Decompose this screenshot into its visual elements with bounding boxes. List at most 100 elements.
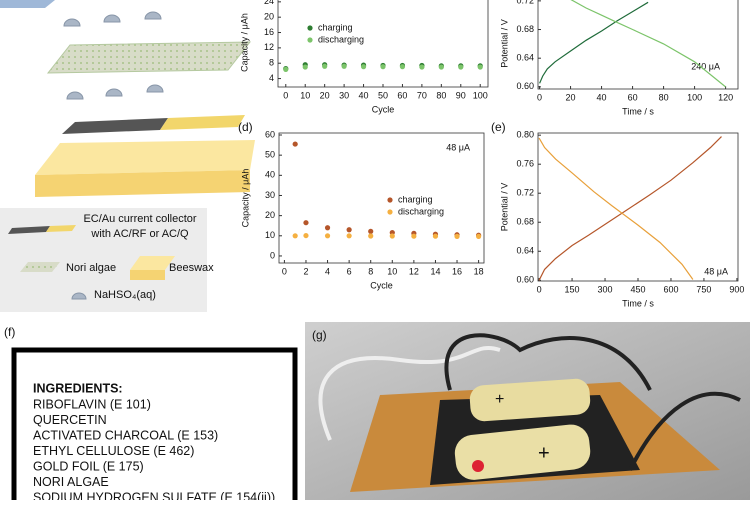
legend-marker [387,197,393,203]
chart: 0 20 40 60 80 100 120 0.60 0.64 0.68 0.72 Time / s P… [499,0,739,116]
x-tick-label: 50 [378,90,388,100]
ingredient: GOLD FOIL (E 175) [33,459,144,473]
x-tick-label: 750 [696,284,711,294]
legend-label: discharging [398,206,444,216]
plot-area [283,62,483,72]
x-tick-label: 100 [687,92,702,102]
x-tick-label: 0 [537,284,542,294]
y-tick-label: 20 [265,210,275,220]
ingredient: NORI ALGAE [33,475,109,489]
panel-label: (e) [491,120,506,134]
legend-text: Beeswax [169,262,214,274]
y-tick-label: 24 [264,0,274,6]
legend-box [0,208,207,312]
point [368,233,374,239]
y-axis-label: Potential / V [499,183,509,232]
point [432,233,439,239]
point [454,233,460,239]
x-tick-label: 16 [452,266,462,276]
point [380,64,386,70]
point [346,233,352,239]
legend-icon [46,225,76,232]
point [476,233,482,239]
x-tick-label: 10 [300,90,310,100]
chart: 0 10 20 30 40 50 60 70 80 90 100 4 8 12 16 20 24 Cycle Cap… [239,0,489,114]
schematic: EC/Au current collector with AC/RF or AC… [0,0,255,312]
legend-text: Nori algae [66,262,116,274]
legend-text: EC/Au current collector [83,213,196,225]
point [399,64,406,70]
plot-area [292,141,482,239]
point [389,233,395,239]
legend-text: with AC/RF or AC/Q [90,228,189,240]
annotation: 48 μA [704,266,728,276]
point [477,64,483,70]
point [322,63,328,69]
y-tick-label: 12 [264,42,274,52]
x-tick-label: 30 [339,90,349,100]
y-tick-label: 8 [269,58,274,68]
x-tick-label: 80 [659,92,669,102]
legend-icon [20,262,60,272]
y-tick-label: 0.80 [516,130,534,140]
legend-icon [8,226,50,234]
y-tick-label: 60 [265,129,275,139]
y-tick-label: 0.60 [516,275,534,285]
y-tick-label: 0.64 [516,246,534,256]
point [368,228,374,234]
line [538,136,722,281]
battery-mark: + [495,391,504,408]
line [570,0,726,88]
y-tick-label: 4 [269,73,274,83]
x-tick-label: 6 [347,266,352,276]
point [324,225,331,231]
legend-icon [130,256,175,270]
point [458,64,464,70]
y-tick-label: 0.68 [516,24,534,34]
x-tick-label: 80 [436,90,446,100]
ingredient: SODIUM HYDROGEN SULFATE (E 154(ii)) [33,490,275,500]
ingredient: QUERCETIN [33,413,107,427]
point [292,233,298,239]
ingredients-panel: (f) INGREDIENTS: [4,325,298,505]
x-tick-label: 120 [718,92,733,102]
x-tick-label: 60 [628,92,638,102]
y-tick-label: 50 [265,150,275,160]
plot-frame [537,0,739,90]
point [419,64,425,70]
point [411,233,417,239]
wire [444,333,652,391]
x-tick-label: 300 [598,284,613,294]
legend-label: charging [318,22,353,32]
y-tick-label: 40 [265,170,275,180]
panel-label: (f) [4,325,15,339]
x-tick-label: 100 [473,90,488,100]
wire [318,345,501,441]
y-tick-label: 0.64 [516,53,534,63]
chart: 0 150 300 450 600 750 900 0.60 0.64 0.68 0.72 0.76 0… [491,120,744,308]
annotation: 48 μA [446,142,470,152]
x-tick-label: 10 [387,266,397,276]
x-axis-label: Cycle [372,104,395,114]
point [303,220,309,226]
plot-area [538,136,722,281]
battery [469,378,591,422]
x-tick-label: 18 [474,266,484,276]
x-tick-label: 600 [663,284,678,294]
y-axis-label: Potential / V [499,19,509,68]
wire [628,391,741,471]
x-tick-label: 40 [597,92,607,102]
battery [454,424,591,480]
collector [160,115,245,130]
collector [62,118,168,134]
ingredient: RIBOFLAVIN (E 101) [33,397,151,411]
legend-label: charging [398,194,433,204]
annotation: 240 μA [691,61,720,71]
x-tick-label: 0 [537,92,542,102]
line [538,137,694,280]
panel-label: (d) [238,120,253,134]
line [539,1,649,84]
y-tick-label: 10 [265,230,275,240]
legend-marker [307,25,313,31]
